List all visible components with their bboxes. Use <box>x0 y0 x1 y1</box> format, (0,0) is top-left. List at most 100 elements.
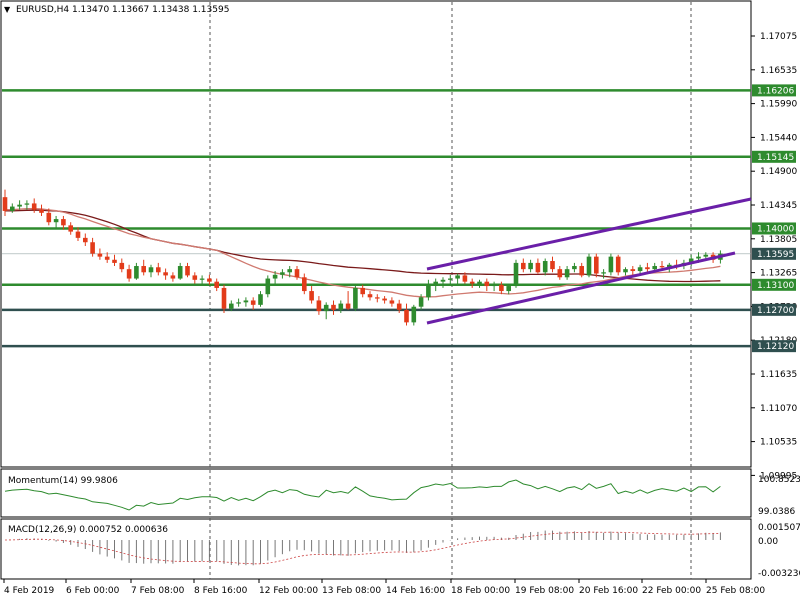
momentum-line <box>4 479 721 511</box>
candle-body <box>250 300 256 305</box>
candle <box>46 208 52 226</box>
level-price-text: 1.12700 <box>757 306 794 316</box>
candle-body <box>46 212 52 223</box>
candle <box>170 272 176 282</box>
candle-body <box>645 267 650 270</box>
candle <box>411 304 417 326</box>
price-tick-label: 1.13265 <box>760 269 797 279</box>
candle <box>24 200 30 210</box>
slow-moving-average <box>4 209 721 283</box>
candle-body <box>83 237 88 243</box>
candle <box>418 294 424 310</box>
candle-body <box>353 287 358 309</box>
candle-body <box>469 281 475 284</box>
macd-histogram <box>4 530 721 566</box>
macd-scale-mid: 0.00 <box>758 537 778 547</box>
candle <box>221 284 227 313</box>
candle-body <box>426 284 431 298</box>
momentum-pane-frame <box>0 468 752 518</box>
candle <box>141 259 146 276</box>
candle-body <box>499 284 504 292</box>
channel-lower-line[interactable] <box>426 251 736 325</box>
candle <box>542 258 548 276</box>
candle <box>272 271 278 284</box>
time-tick-label: 7 Feb 08:00 <box>131 586 185 596</box>
candle <box>17 200 22 210</box>
main-pane-frame <box>0 0 752 468</box>
candle-body <box>623 269 628 273</box>
dropdown-icon[interactable]: ▼ <box>4 5 11 14</box>
candle-body <box>375 297 380 299</box>
candle <box>367 291 373 301</box>
candle <box>148 264 154 278</box>
candle-body <box>703 254 709 257</box>
candle <box>564 266 570 280</box>
candle-body <box>659 266 665 268</box>
candle-body <box>177 266 183 279</box>
candle <box>97 248 103 260</box>
candle <box>360 284 365 298</box>
level-price-tag <box>752 222 796 235</box>
candle <box>53 215 59 229</box>
candle-body <box>440 279 446 282</box>
candle <box>491 281 497 292</box>
macd-pane-frame <box>0 518 752 580</box>
candle-body <box>542 261 548 273</box>
channel-upper-line[interactable] <box>426 197 752 271</box>
time-tick-label: 19 Feb 08:00 <box>515 586 574 596</box>
candle <box>426 279 431 301</box>
candle-body <box>696 256 701 259</box>
candle-body <box>615 256 621 273</box>
candle <box>506 283 511 295</box>
trend-channel[interactable] <box>426 197 752 325</box>
time-tick-label: 13 Feb 08:00 <box>322 586 381 596</box>
candle-body <box>637 267 643 272</box>
candle-body <box>557 269 563 278</box>
candle-body <box>396 303 402 310</box>
candle-body <box>221 287 227 309</box>
candle-body <box>24 203 30 205</box>
candle <box>557 266 563 280</box>
candle <box>185 262 190 278</box>
candle <box>31 198 37 213</box>
candle <box>375 294 380 303</box>
candle <box>207 274 212 285</box>
candle-body <box>53 219 59 223</box>
candle-body <box>338 303 344 310</box>
candle <box>192 272 198 284</box>
candle-body <box>521 262 526 270</box>
candle <box>601 269 606 279</box>
level-price-tag <box>752 84 796 97</box>
candle <box>484 278 490 292</box>
price-tick-label: 1.17075 <box>760 32 797 42</box>
price-tick-label: 1.10535 <box>760 438 797 448</box>
candle <box>199 275 205 284</box>
candle-body <box>309 291 314 301</box>
candle <box>345 291 351 310</box>
candle-body <box>90 242 95 254</box>
candle-body <box>97 253 103 257</box>
candle <box>608 253 614 276</box>
candle-body <box>462 275 468 282</box>
candle-body <box>126 269 132 279</box>
candle-body <box>163 272 168 276</box>
candle <box>455 273 460 284</box>
horizontal-levels[interactable] <box>2 89 751 348</box>
candle-body <box>455 275 460 279</box>
candle <box>630 266 636 276</box>
candle <box>462 272 468 284</box>
candle-body <box>199 278 205 280</box>
candle <box>396 299 402 313</box>
level-price-tag <box>752 278 796 291</box>
candle-body <box>156 267 161 273</box>
candle <box>594 253 599 278</box>
candle <box>499 281 504 295</box>
candle <box>513 259 519 288</box>
price-tick-label: 1.14345 <box>760 201 797 211</box>
price-tick-label: 1.09995 <box>760 471 797 481</box>
candle <box>338 300 344 313</box>
candle <box>61 215 66 230</box>
candle-body <box>265 278 271 295</box>
